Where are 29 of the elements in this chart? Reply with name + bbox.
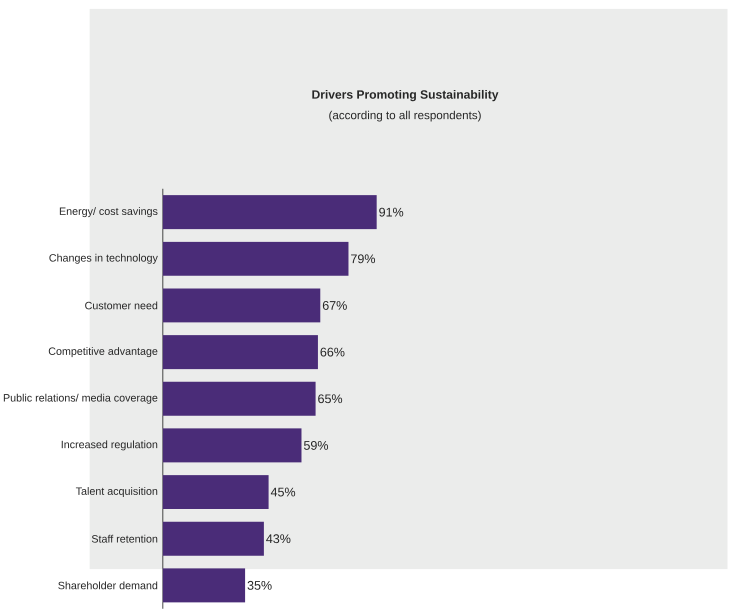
y-tick-label: Energy/ cost savings — [60, 207, 158, 218]
y-tick-label: Increased regulation — [62, 440, 158, 450]
bar — [162, 242, 348, 276]
text: Drivers Promoting Sustainability — [312, 90, 498, 102]
y-tick-label: Public relations/ media coverage — [4, 394, 158, 404]
y-tick-label: Shareholder demand — [58, 581, 158, 590]
y-tick-label: Changes in technology — [49, 254, 158, 264]
data-label: 43% — [266, 534, 290, 544]
bar — [162, 522, 264, 556]
data-label: 66% — [320, 348, 344, 357]
bar — [162, 568, 246, 602]
y-tick-label: Competitive advantage — [48, 347, 158, 358]
data-label: 65% — [318, 394, 342, 404]
data-label: 91% — [379, 208, 404, 217]
data-label: 79% — [351, 254, 376, 264]
data-label: 59% — [304, 440, 328, 450]
bar — [162, 195, 377, 230]
bar — [162, 475, 269, 510]
text: (according to all respondents) — [329, 110, 481, 122]
data-label: 67% — [322, 300, 347, 310]
y-tick-label: Talent acquisition — [76, 487, 158, 498]
y-tick-label: Staff retention — [92, 534, 158, 543]
data-label: 45% — [270, 488, 296, 496]
bar — [162, 288, 320, 322]
bar — [162, 335, 318, 370]
y-tick-label: Customer need — [85, 301, 158, 310]
data-label: 35% — [248, 580, 272, 590]
bar — [162, 382, 316, 416]
bar — [162, 428, 302, 462]
